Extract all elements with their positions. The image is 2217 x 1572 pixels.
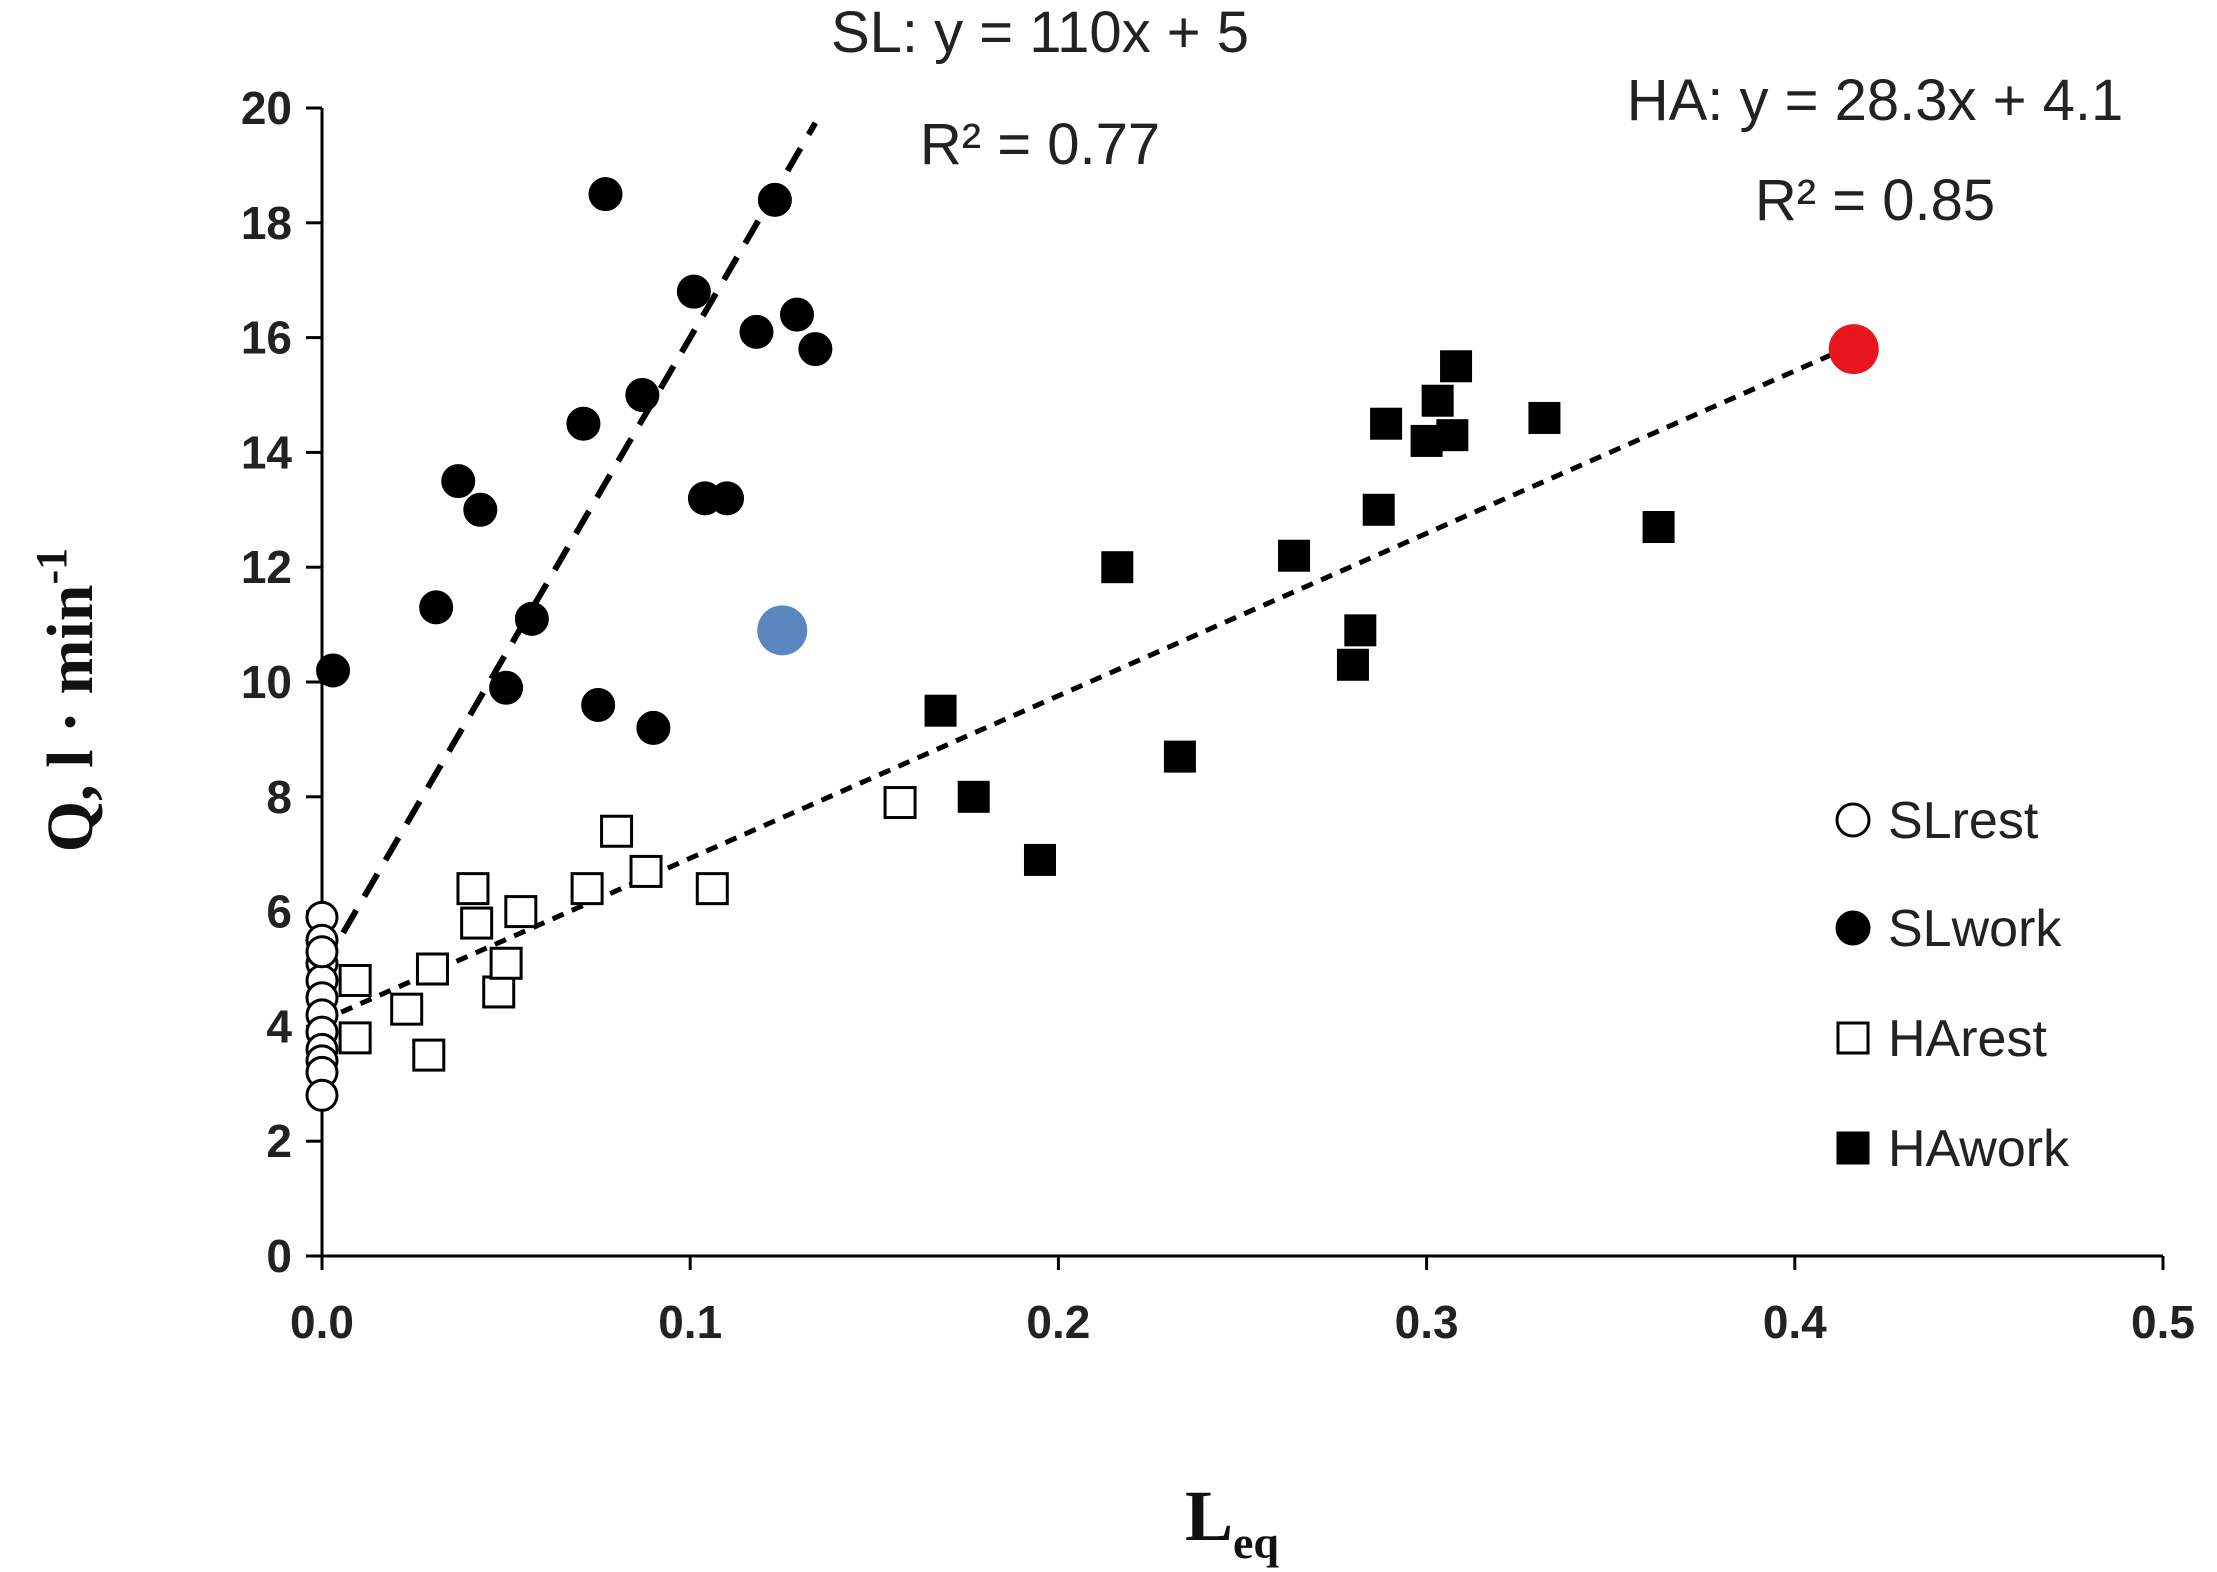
trendlines	[319, 121, 1855, 1023]
point-harest	[629, 854, 663, 888]
point-harest	[489, 946, 523, 980]
point-slwork	[588, 177, 623, 212]
point-harest	[338, 1021, 372, 1055]
x-axis-title-subscript: eq	[1233, 1517, 1279, 1568]
point-slwork	[419, 590, 454, 625]
sl-trendline	[319, 121, 818, 971]
point-harest	[456, 872, 490, 906]
y-tick-label: 2	[266, 1115, 292, 1167]
point-harest	[460, 906, 494, 940]
legend-label-harest: HArest	[1888, 1010, 2047, 1068]
point-slwork	[779, 297, 814, 332]
legend: SLrest SLwork HArest HAwork	[1835, 792, 2070, 1178]
data-points	[305, 177, 1879, 1112]
legend-label-slwork: SLwork	[1888, 900, 2062, 958]
point-hawork	[1642, 511, 1675, 544]
x-tick-label: 0.5	[2131, 1296, 2195, 1348]
point-hawork	[1344, 614, 1377, 647]
point-harest	[338, 963, 372, 997]
point-hawork	[1528, 401, 1561, 434]
point-slwork	[757, 182, 792, 217]
y-tick-label: 12	[241, 541, 292, 593]
x-tick-label: 0.1	[658, 1296, 722, 1348]
point-slrest	[305, 1078, 339, 1112]
point-slrest	[305, 935, 339, 969]
point-slwork	[316, 653, 351, 688]
point-slwork	[514, 601, 549, 636]
point-slwork	[566, 406, 601, 441]
point-hawork	[1440, 350, 1473, 383]
point-slwork	[636, 710, 671, 745]
point-harest	[600, 814, 634, 848]
y-tick-label: 6	[266, 886, 292, 938]
point-hawork	[1370, 407, 1403, 440]
point-highlighted-point-blue	[757, 605, 808, 656]
point-harest	[504, 895, 538, 929]
point-slwork	[581, 687, 616, 722]
x-tick-label: 0.3	[1395, 1296, 1459, 1348]
point-hawork	[1101, 551, 1134, 584]
point-slwork	[463, 492, 498, 527]
point-hawork	[1023, 843, 1056, 876]
legend-marker-harest	[1836, 1021, 1870, 1055]
legend-marker-hawork	[1836, 1131, 1870, 1165]
x-tick-label: 0.4	[1763, 1296, 1827, 1348]
point-hawork	[1278, 539, 1311, 572]
x-axis: 0.0 0.1 0.2 0.3 0.4 0.5	[290, 1254, 2195, 1348]
point-hawork	[957, 780, 990, 813]
point-hawork	[1336, 648, 1369, 681]
ha-equation-annotation: HA: y = 28.3x + 4.1	[1627, 68, 2124, 133]
point-slwork	[710, 481, 745, 516]
x-axis-title: Leq	[1185, 1476, 1279, 1568]
ha-r2-annotation: R² = 0.85	[1755, 168, 1995, 233]
y-tick-label: 18	[241, 197, 292, 249]
point-harest	[570, 872, 604, 906]
point-harest	[412, 1038, 446, 1072]
point-slwork	[798, 332, 833, 367]
legend-marker-slrest	[1835, 802, 1871, 838]
legend-marker-slwork	[1835, 910, 1871, 946]
point-harest	[482, 975, 516, 1009]
point-slwork	[489, 670, 524, 705]
legend-label-hawork: HAwork	[1888, 1120, 2070, 1178]
y-axis-title: Q, l · min-1	[27, 548, 107, 852]
point-hawork	[1421, 384, 1454, 417]
point-harest	[695, 872, 729, 906]
point-hawork	[924, 694, 957, 727]
point-harest	[883, 786, 917, 820]
point-slwork	[625, 378, 660, 412]
point-harest	[390, 992, 424, 1026]
point-hawork	[1163, 740, 1196, 773]
y-tick-label: 0	[266, 1230, 292, 1282]
point-slwork	[676, 274, 711, 309]
point-hawork	[1436, 419, 1469, 452]
y-tick-label: 16	[241, 312, 292, 364]
y-tick-label: 20	[241, 82, 292, 134]
point-harest	[415, 952, 449, 986]
x-axis-title-main: L	[1185, 1476, 1233, 1556]
x-tick-label: 0.0	[290, 1296, 354, 1348]
y-tick-label: 10	[241, 656, 292, 708]
y-tick-label: 8	[266, 771, 292, 823]
legend-label-slrest: SLrest	[1888, 792, 2039, 850]
y-tick-label: 4	[266, 1000, 292, 1052]
y-axis-ticks: 0 2 4 6 8 10 12 14 16 18 20	[241, 82, 322, 1282]
y-tick-label: 14	[241, 426, 293, 478]
ha-trendline	[320, 342, 1855, 1023]
x-tick-label: 0.2	[1026, 1296, 1090, 1348]
sl-r2-annotation: R² = 0.77	[920, 112, 1160, 177]
x-axis-ticks: 0.0 0.1 0.2 0.3 0.4 0.5	[290, 1256, 2195, 1348]
point-hawork	[1362, 493, 1395, 526]
point-slwork	[441, 464, 476, 499]
y-axis-title-main: Q, l · min	[34, 584, 107, 852]
point-slwork	[739, 314, 774, 349]
y-axis-title-superscript: -1	[27, 548, 76, 585]
point-highlighted-point-red	[1828, 324, 1879, 375]
sl-equation-annotation: SL: y = 110x + 5	[831, 0, 1249, 65]
